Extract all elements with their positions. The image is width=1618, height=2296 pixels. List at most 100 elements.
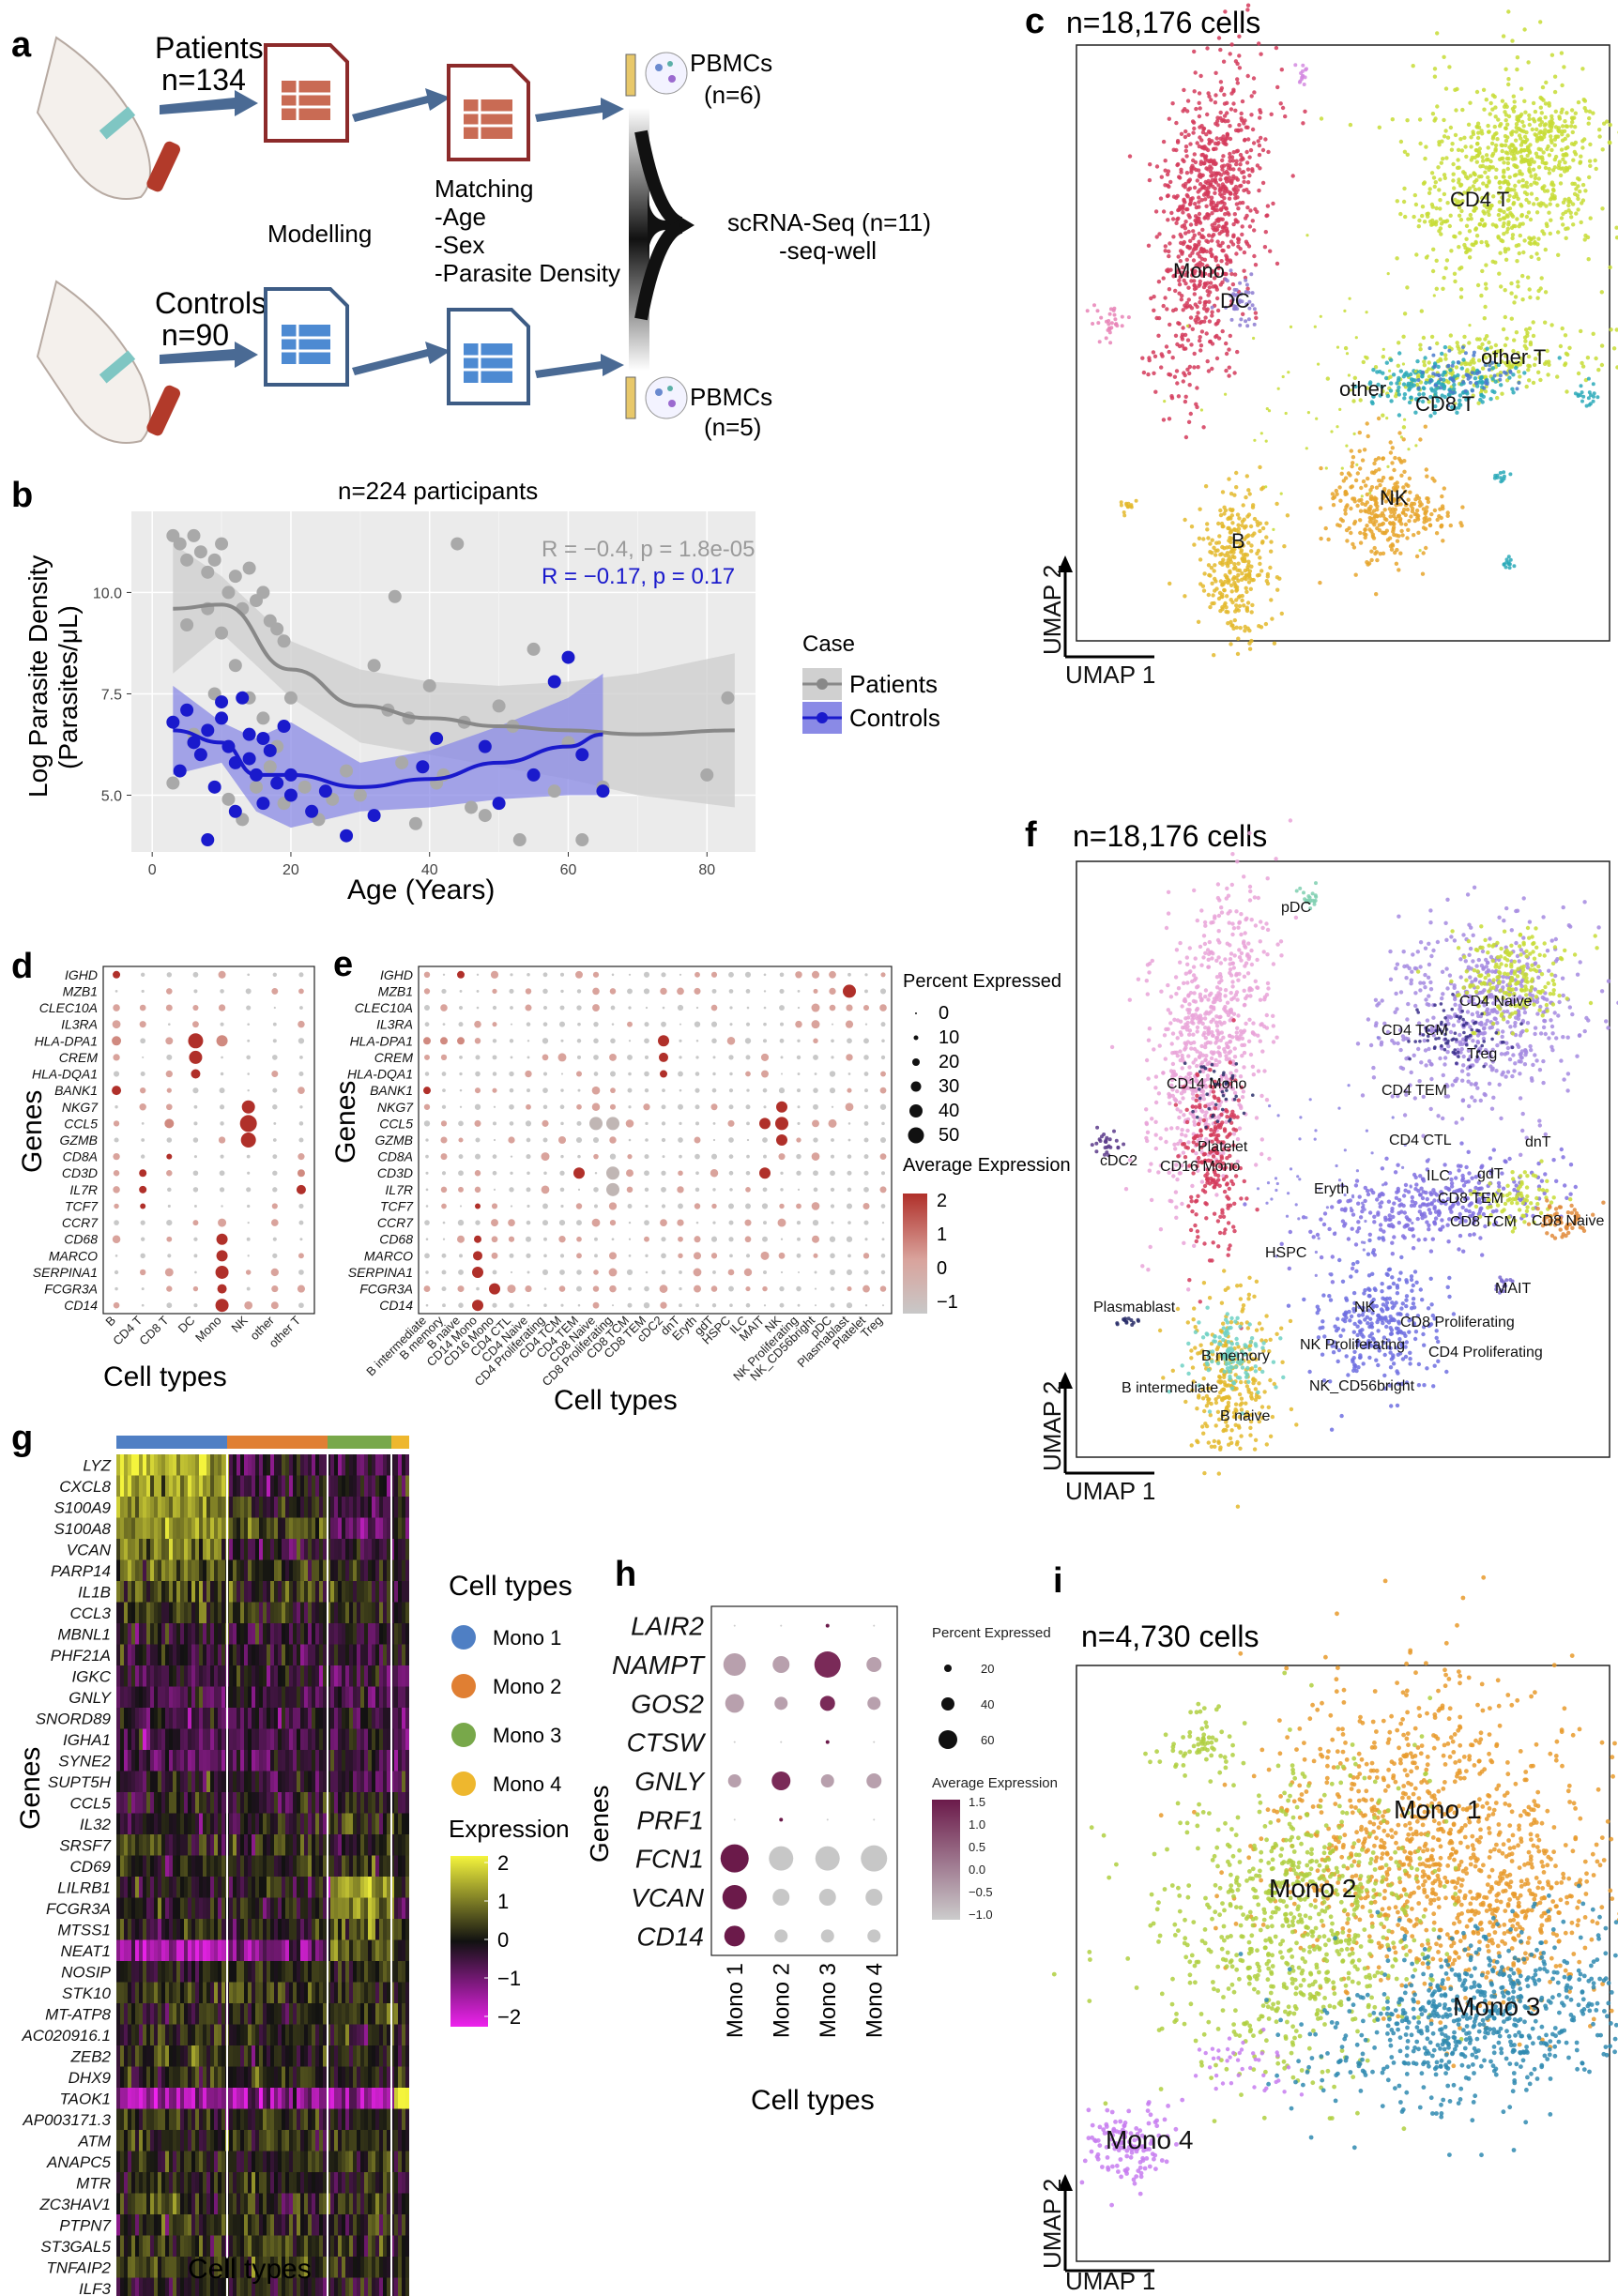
- cell-cd14-mono: [1191, 1114, 1196, 1119]
- dot: [509, 1121, 514, 1126]
- cell-mono: [1236, 206, 1241, 211]
- cell-nk: [1364, 483, 1368, 488]
- dot: [693, 1252, 702, 1260]
- cell-mono: [1171, 147, 1176, 152]
- cell-mono: [1205, 112, 1210, 117]
- cell-cd4t: [1545, 223, 1549, 229]
- cell-cd4t: [1529, 182, 1534, 188]
- cell-cd4t: [1508, 211, 1513, 216]
- cell-mono: [1167, 287, 1172, 292]
- cell-cd14-mono: [1218, 987, 1223, 992]
- cell-cd4t: [1467, 255, 1473, 260]
- cell-mono: [1168, 322, 1172, 327]
- cell-cd4t: [1464, 154, 1469, 160]
- cell-cd4t: [1461, 170, 1466, 175]
- dot: [272, 1104, 278, 1110]
- cell-othert: [1531, 320, 1535, 325]
- cell-cd14-mono: [1147, 1026, 1152, 1031]
- cell-other: [1508, 472, 1513, 477]
- cell-mono: [1170, 356, 1175, 360]
- dot: [593, 1270, 599, 1275]
- cell-mono: [1198, 172, 1202, 176]
- cell-othert: [1500, 391, 1504, 396]
- cell-cd8t: [1421, 370, 1425, 374]
- cell-mono: [1201, 425, 1206, 430]
- cell-cd14-mono: [1235, 997, 1240, 1002]
- cell-mono: [1207, 319, 1213, 324]
- dot: [729, 1303, 733, 1307]
- point-patients: [228, 659, 242, 673]
- cell-mono: [1229, 42, 1234, 47]
- cell-cd8t: [1466, 376, 1471, 381]
- cell-cd14-mono: [1258, 997, 1263, 1002]
- cell-mono: [1209, 98, 1214, 102]
- cell-nk: [1355, 503, 1360, 509]
- dot: [746, 1154, 750, 1159]
- cell-nk: [1377, 528, 1382, 533]
- dot: [678, 1071, 683, 1077]
- dot: [526, 1137, 531, 1143]
- cell-b: [1246, 533, 1251, 538]
- dot: [508, 1236, 515, 1242]
- cell-b: [1198, 507, 1202, 511]
- cell-nk: [1381, 475, 1386, 480]
- cell-mono: [1232, 188, 1237, 192]
- dot: [270, 1268, 279, 1277]
- cell-cd4t: [1429, 202, 1435, 207]
- dot: [541, 1185, 550, 1194]
- dot: [220, 989, 224, 994]
- cell-cd14-mono: [1213, 916, 1217, 920]
- cell-cd4t: [1398, 211, 1403, 217]
- cell-mono: [1192, 126, 1197, 131]
- cell-cd4t: [1480, 155, 1485, 160]
- cell-cd14-mono: [1168, 1021, 1173, 1026]
- dot: [729, 1254, 733, 1258]
- cell-mono: [1198, 182, 1203, 187]
- cell-cd8t: [1450, 363, 1455, 368]
- cell-cd4t: [1402, 312, 1408, 316]
- cell-mono: [1176, 267, 1182, 272]
- cell-cd14-mono: [1195, 1029, 1199, 1034]
- cell-cd4t: [1556, 230, 1561, 235]
- cell-other: [1385, 417, 1389, 420]
- cell-cd4t: [1587, 115, 1592, 121]
- cell-cd8t: [1468, 380, 1473, 385]
- cell-cd4t: [1593, 158, 1597, 163]
- umap-c-label-mono: Mono: [1173, 259, 1225, 282]
- dot: [492, 1022, 497, 1027]
- dot: [139, 1169, 147, 1178]
- cell-mono: [1245, 286, 1250, 291]
- dot: [475, 1220, 481, 1225]
- cell-cd4t: [1443, 86, 1449, 91]
- dot: [475, 1071, 481, 1077]
- dot: [695, 1303, 699, 1308]
- dot: [831, 1023, 834, 1026]
- cell-cd14-mono: [1149, 1162, 1153, 1166]
- cell-cd14-mono: [1244, 1021, 1248, 1026]
- cell-mono: [1207, 285, 1213, 290]
- dot: [489, 1283, 500, 1295]
- cell-cd14-mono: [1251, 1031, 1256, 1036]
- dot: [112, 1235, 121, 1243]
- cell-cd4t: [1588, 142, 1593, 147]
- dot: [775, 1117, 788, 1131]
- dot: [645, 1270, 649, 1274]
- cell-nk: [1338, 498, 1343, 503]
- cell-mono: [1200, 227, 1205, 233]
- dot: [560, 1072, 564, 1075]
- pct-legend-label: 40: [939, 1101, 959, 1121]
- dot: [628, 1138, 632, 1142]
- cell-nk: [1426, 499, 1431, 505]
- dot: [879, 1103, 887, 1110]
- dot: [780, 1238, 784, 1240]
- dot: [442, 1238, 446, 1240]
- cell-b: [1244, 605, 1250, 610]
- cell-mono: [1175, 193, 1180, 199]
- cell-cd4t: [1501, 216, 1506, 220]
- cell-mono: [1184, 154, 1189, 159]
- cell-mono: [1161, 139, 1167, 144]
- cell-cd8t: [1488, 397, 1493, 402]
- gene-label: IL3RA: [376, 1017, 413, 1032]
- cell-b: [1225, 551, 1230, 555]
- cell-cd4t: [1555, 203, 1560, 207]
